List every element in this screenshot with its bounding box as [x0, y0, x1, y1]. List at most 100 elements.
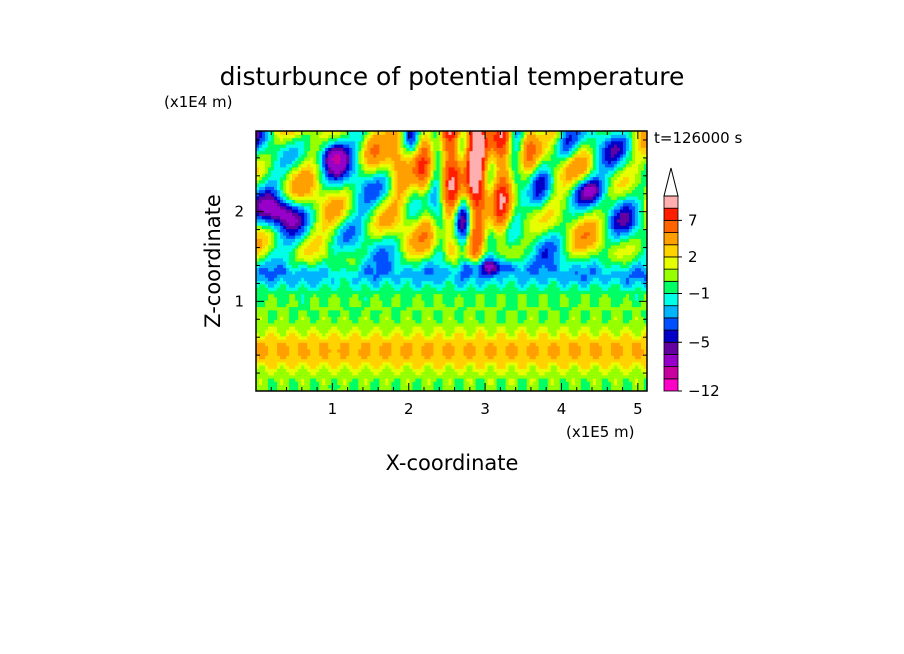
heatmap-cell — [325, 290, 329, 295]
heatmap-cell — [319, 274, 323, 278]
heatmap-cell — [307, 348, 311, 353]
heatmap-cell — [289, 339, 293, 343]
heatmap-cell — [547, 309, 552, 314]
heatmap-cell — [490, 274, 495, 278]
heatmap-cell — [619, 355, 624, 360]
heatmap-cell — [316, 322, 320, 327]
heatmap-cell — [424, 270, 429, 275]
heatmap-cell — [364, 374, 368, 379]
heatmap-cell — [520, 368, 525, 373]
heatmap-cell — [466, 368, 471, 373]
heatmap-cell — [295, 287, 299, 291]
heatmap-cell — [619, 283, 624, 288]
heatmap-cell — [313, 374, 317, 379]
heatmap-cell — [514, 387, 519, 391]
heatmap-cell — [385, 274, 389, 278]
heatmap-cell — [610, 345, 615, 350]
heatmap-cell — [304, 339, 308, 343]
heatmap-cell — [634, 374, 639, 379]
heatmap-cell — [454, 290, 459, 295]
heatmap-cell — [538, 274, 543, 278]
heatmap-cell — [463, 293, 468, 298]
heatmap-cell — [340, 371, 344, 376]
heatmap-cell — [541, 296, 546, 301]
heatmap-cell — [277, 280, 281, 285]
heatmap-cell — [349, 374, 353, 379]
heatmap-cell — [619, 374, 624, 379]
heatmap-cell — [346, 264, 350, 269]
heatmap-cell — [574, 267, 579, 272]
heatmap-cell — [418, 352, 423, 356]
heatmap-cell — [301, 348, 305, 353]
heatmap-cell — [397, 329, 401, 334]
heatmap-cell — [589, 342, 594, 347]
heatmap-cell — [289, 368, 293, 373]
heatmap-cell — [385, 342, 389, 347]
heatmap-cell — [403, 326, 407, 330]
heatmap-cell — [547, 283, 552, 288]
heatmap-cell — [577, 322, 582, 327]
heatmap-cell — [271, 316, 275, 321]
heatmap-cell — [331, 264, 335, 269]
heatmap-cell — [571, 303, 576, 308]
heatmap-cell — [553, 326, 558, 330]
heatmap-cell — [505, 329, 510, 334]
heatmap-cell — [409, 313, 413, 317]
heatmap-cell — [451, 342, 456, 347]
heatmap-cell — [550, 303, 555, 308]
heatmap-cell — [412, 378, 417, 382]
heatmap-cell — [484, 345, 489, 350]
heatmap-cell — [385, 339, 389, 343]
heatmap-cell — [289, 335, 293, 340]
heatmap-cell — [580, 322, 585, 327]
heatmap-cell — [553, 300, 558, 304]
heatmap-cell — [577, 335, 582, 340]
heatmap-cell — [475, 348, 480, 353]
heatmap-cell — [520, 280, 525, 285]
heatmap-cell — [406, 270, 410, 275]
heatmap-cell — [568, 316, 573, 321]
heatmap-cell — [391, 313, 395, 317]
heatmap-cell — [490, 329, 495, 334]
heatmap-cell — [604, 300, 609, 304]
heatmap-cell — [433, 358, 438, 363]
heatmap-cell — [271, 368, 275, 373]
heatmap-cell — [313, 361, 317, 366]
heatmap-cell — [343, 283, 347, 288]
heatmap-cell — [352, 322, 356, 327]
heatmap-cell — [616, 374, 621, 379]
heatmap-cell — [349, 342, 353, 347]
heatmap-cell — [292, 381, 296, 386]
heatmap-cell — [271, 352, 275, 356]
heatmap-cell — [502, 358, 507, 363]
heatmap-cell — [388, 309, 392, 314]
heatmap-cell — [328, 352, 332, 356]
heatmap-cell — [643, 339, 647, 343]
heatmap-cell — [466, 277, 471, 282]
heatmap-cell — [400, 352, 404, 356]
heatmap-cell — [421, 306, 426, 311]
heatmap-cell — [490, 368, 495, 373]
heatmap-cell — [544, 348, 549, 353]
heatmap-cell — [559, 348, 564, 353]
heatmap-cell — [514, 371, 519, 376]
heatmap-cell — [544, 326, 549, 330]
heatmap-cell — [436, 274, 441, 278]
heatmap-cell — [505, 387, 510, 391]
heatmap-cell — [388, 267, 392, 272]
heatmap-cell — [397, 371, 401, 376]
heatmap-cell — [508, 300, 513, 304]
heatmap-cell — [448, 290, 453, 295]
heatmap-cell — [367, 274, 371, 278]
heatmap-cell — [262, 358, 266, 363]
heatmap-cell — [283, 319, 287, 324]
heatmap-cell — [535, 326, 540, 330]
heatmap-cell — [466, 384, 471, 389]
heatmap-cell — [514, 329, 519, 334]
heatmap-cell — [637, 300, 642, 304]
heatmap-cell — [502, 300, 507, 304]
heatmap-cell — [316, 365, 320, 369]
heatmap-cell — [283, 345, 287, 350]
heatmap-cell — [286, 309, 290, 314]
heatmap-cell — [268, 348, 272, 353]
